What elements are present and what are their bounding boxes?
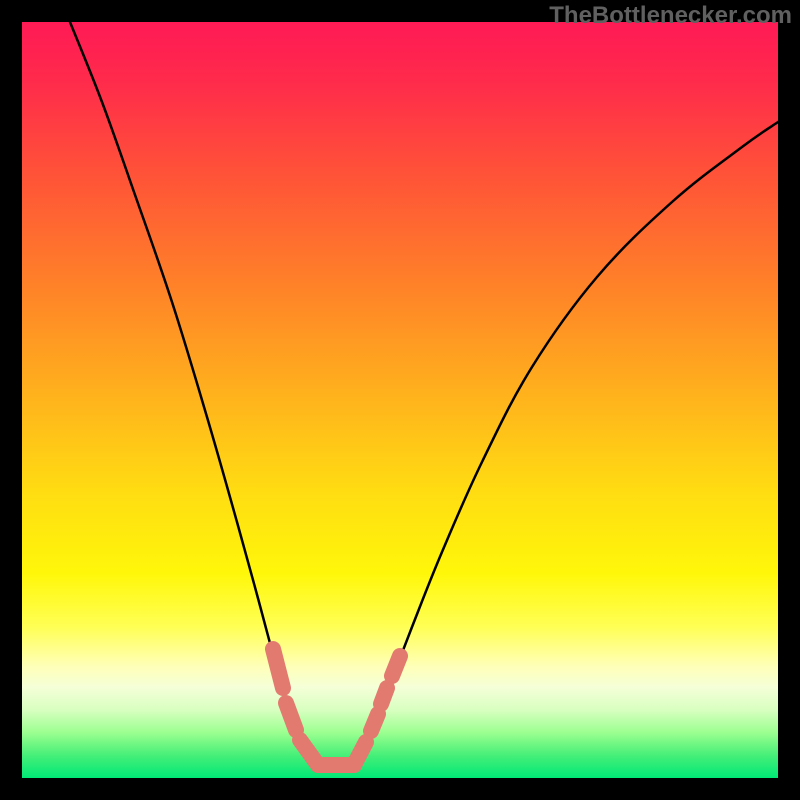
watermark-text: TheBottlenecker.com — [549, 2, 792, 30]
plot-area — [22, 22, 778, 778]
highlight-segment — [371, 714, 378, 731]
plot-svg — [22, 22, 778, 778]
highlight-segment — [286, 703, 296, 730]
highlight-segment — [381, 688, 387, 704]
highlight-segment — [273, 649, 283, 688]
highlight-segment — [392, 656, 400, 676]
highlight-segment — [354, 742, 366, 765]
outer-frame: TheBottlenecker.com — [0, 0, 800, 800]
